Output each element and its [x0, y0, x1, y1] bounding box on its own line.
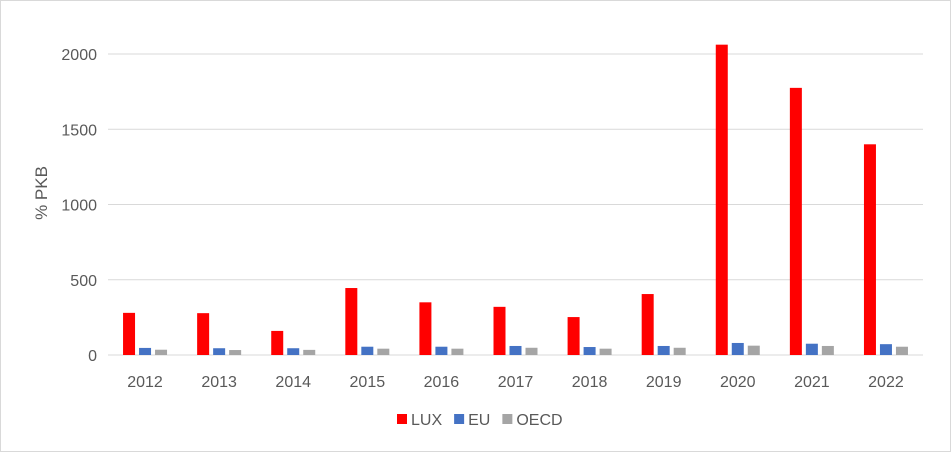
bar-eu-2015	[361, 346, 374, 355]
x-tick-label: 2012	[127, 374, 163, 391]
x-tick-label: 2018	[572, 374, 608, 391]
bar-lux-2019	[641, 294, 654, 355]
legend-swatch-oecd	[502, 414, 513, 424]
y-tick-label: 0	[88, 348, 97, 365]
bar-eu-2020	[731, 342, 744, 355]
bar-oecd-2018	[599, 348, 612, 355]
x-tick-label: 2022	[868, 374, 904, 391]
bar-oecd-2012	[155, 349, 168, 355]
y-tick-label: 500	[70, 273, 97, 290]
legend-label-lux: LUX	[411, 412, 442, 429]
bar-lux-2012	[123, 312, 136, 355]
bars	[123, 44, 908, 356]
bar-lux-2021	[789, 87, 802, 356]
legend-swatch-lux	[397, 414, 407, 424]
bar-oecd-2014	[303, 349, 316, 355]
bar-oecd-2016	[451, 348, 464, 355]
bar-eu-2013	[213, 348, 226, 355]
bar-oecd-2017	[525, 347, 538, 355]
x-tick-label: 2016	[424, 374, 460, 391]
x-tick-label: 2015	[350, 374, 386, 391]
y-axis-title: % PKB	[32, 166, 51, 220]
x-tick-label: 2021	[794, 374, 830, 391]
gridlines	[108, 53, 923, 356]
bar-eu-2014	[287, 348, 300, 355]
bar-lux-2015	[345, 288, 358, 355]
y-tick-label: 1000	[61, 198, 97, 215]
bar-eu-2022	[879, 344, 892, 355]
bar-oecd-2015	[377, 348, 390, 355]
bar-lux-2018	[567, 317, 580, 355]
bar-eu-2017	[509, 345, 522, 355]
y-tick-label: 2000	[61, 47, 97, 64]
bar-lux-2022	[863, 144, 876, 355]
bar-oecd-2020	[747, 345, 760, 355]
x-tick-label: 2020	[720, 374, 756, 391]
bar-oecd-2021	[821, 345, 834, 355]
y-axis-ticks: 0 500 1000 1500 2000	[61, 47, 97, 365]
bar-eu-2019	[657, 345, 670, 355]
y-tick-label: 1500	[61, 122, 97, 139]
bar-eu-2016	[435, 346, 448, 355]
legend-swatch-eu	[454, 414, 465, 424]
x-tick-label: 2014	[275, 374, 311, 391]
bar-eu-2021	[805, 343, 818, 355]
bar-oecd-2022	[895, 346, 908, 355]
x-tick-label: 2017	[498, 374, 534, 391]
x-axis-ticks: 2012 2013 2014 2015 2016 2017 2018 2019 2020 2021…	[127, 374, 904, 391]
bar-oecd-2019	[673, 347, 686, 355]
bar-oecd-2013	[229, 350, 242, 355]
bar-eu-2018	[583, 347, 596, 355]
bar-lux-2017	[493, 306, 506, 355]
bar-eu-2012	[139, 347, 152, 355]
bar-lux-2020	[715, 44, 728, 355]
bar-lux-2016	[419, 302, 432, 355]
legend: LUX EU OECD	[397, 412, 563, 429]
bar-lux-2013	[197, 313, 210, 355]
x-tick-label: 2019	[646, 374, 682, 391]
legend-label-oecd: OECD	[516, 412, 562, 429]
bar-lux-2014	[271, 330, 284, 355]
x-tick-label: 2013	[201, 374, 237, 391]
legend-label-eu: EU	[468, 412, 490, 429]
